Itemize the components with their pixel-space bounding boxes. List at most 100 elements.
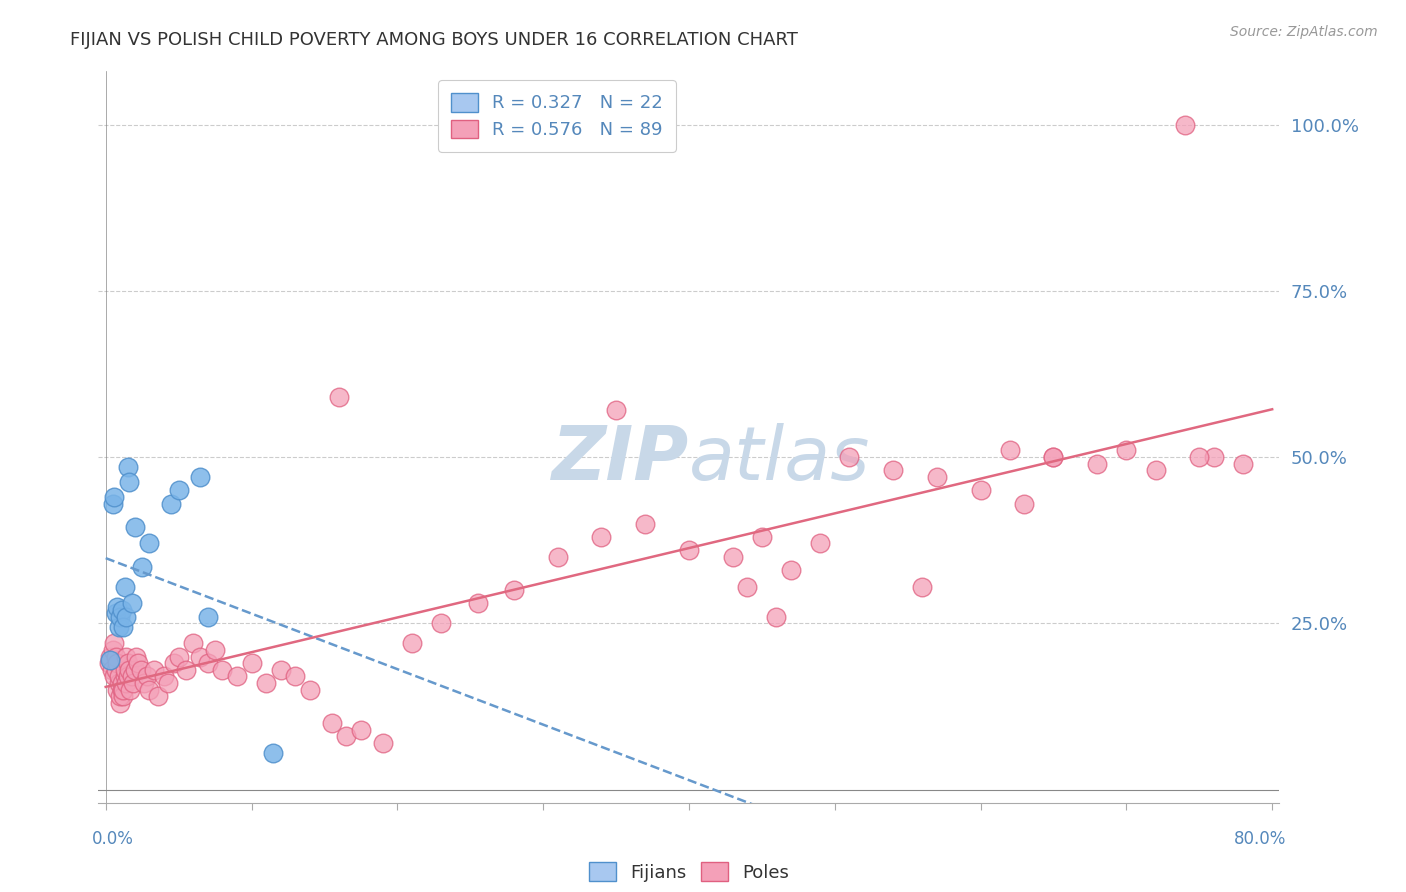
Text: ZIP: ZIP bbox=[551, 423, 689, 496]
Point bbox=[190, 470, 212, 484]
Point bbox=[110, 690, 132, 704]
Point bbox=[114, 663, 136, 677]
Point bbox=[114, 580, 136, 594]
Point bbox=[1085, 457, 1108, 471]
Point bbox=[721, 549, 744, 564]
Point bbox=[591, 530, 613, 544]
Point bbox=[101, 643, 124, 657]
Point bbox=[122, 676, 145, 690]
Point bbox=[911, 580, 934, 594]
Point bbox=[108, 619, 131, 633]
Point bbox=[335, 729, 357, 743]
Point bbox=[765, 609, 787, 624]
Point bbox=[262, 746, 284, 760]
Point bbox=[121, 596, 143, 610]
Point bbox=[111, 682, 134, 697]
Point bbox=[371, 736, 394, 750]
Point bbox=[112, 690, 135, 704]
Point bbox=[111, 603, 134, 617]
Point bbox=[1042, 450, 1064, 464]
Point bbox=[181, 636, 204, 650]
Point bbox=[118, 663, 141, 677]
Point bbox=[751, 530, 773, 544]
Point bbox=[605, 403, 627, 417]
Point bbox=[110, 609, 132, 624]
Point bbox=[998, 443, 1021, 458]
Point bbox=[547, 549, 569, 564]
Point bbox=[118, 475, 141, 490]
Point bbox=[1042, 450, 1064, 464]
Point bbox=[98, 653, 121, 667]
Point bbox=[108, 669, 131, 683]
Point bbox=[503, 582, 526, 597]
Point bbox=[401, 636, 423, 650]
Point bbox=[127, 656, 149, 670]
Point bbox=[108, 676, 131, 690]
Point bbox=[270, 663, 292, 677]
Point bbox=[735, 580, 758, 594]
Point bbox=[115, 676, 138, 690]
Point bbox=[204, 643, 226, 657]
Point bbox=[135, 669, 157, 683]
Point bbox=[197, 609, 219, 624]
Point bbox=[101, 497, 124, 511]
Point bbox=[103, 636, 125, 650]
Point bbox=[160, 497, 183, 511]
Point bbox=[105, 656, 128, 670]
Point bbox=[298, 682, 321, 697]
Point bbox=[121, 669, 143, 683]
Point bbox=[838, 450, 860, 464]
Point bbox=[1174, 118, 1197, 132]
Point bbox=[110, 696, 132, 710]
Point bbox=[115, 609, 138, 624]
Point bbox=[226, 669, 249, 683]
Point bbox=[111, 676, 134, 690]
Point bbox=[167, 483, 190, 498]
Point bbox=[678, 543, 700, 558]
Point bbox=[138, 682, 160, 697]
Point bbox=[103, 669, 125, 683]
Point bbox=[1232, 457, 1254, 471]
Point bbox=[467, 596, 489, 610]
Point bbox=[104, 663, 127, 677]
Point bbox=[142, 663, 165, 677]
Point bbox=[105, 599, 128, 614]
Text: 0.0%: 0.0% bbox=[91, 830, 134, 847]
Point bbox=[321, 716, 343, 731]
Point bbox=[1115, 443, 1137, 458]
Text: 80.0%: 80.0% bbox=[1234, 830, 1286, 847]
Point bbox=[808, 536, 831, 550]
Point bbox=[97, 656, 120, 670]
Point bbox=[125, 649, 148, 664]
Point bbox=[104, 607, 127, 621]
Text: Source: ZipAtlas.com: Source: ZipAtlas.com bbox=[1230, 25, 1378, 39]
Point bbox=[211, 663, 233, 677]
Point bbox=[117, 669, 139, 683]
Point bbox=[138, 536, 160, 550]
Point bbox=[190, 649, 212, 664]
Point bbox=[120, 682, 142, 697]
Point bbox=[240, 656, 263, 670]
Point bbox=[925, 470, 948, 484]
Point bbox=[104, 649, 127, 664]
Point bbox=[117, 460, 139, 475]
Point bbox=[132, 676, 155, 690]
Point bbox=[103, 490, 125, 504]
Point bbox=[124, 520, 146, 534]
Point bbox=[157, 676, 180, 690]
Point bbox=[284, 669, 307, 683]
Point bbox=[882, 463, 904, 477]
Point bbox=[115, 649, 138, 664]
Legend: Fijians, Poles: Fijians, Poles bbox=[582, 855, 796, 888]
Point bbox=[112, 619, 135, 633]
Point bbox=[1144, 463, 1167, 477]
Point bbox=[114, 669, 136, 683]
Point bbox=[1188, 450, 1211, 464]
Point bbox=[328, 390, 350, 404]
Text: FIJIAN VS POLISH CHILD POVERTY AMONG BOYS UNDER 16 CORRELATION CHART: FIJIAN VS POLISH CHILD POVERTY AMONG BOY… bbox=[70, 31, 799, 49]
Point bbox=[148, 690, 170, 704]
Point bbox=[105, 682, 128, 697]
Point bbox=[780, 563, 803, 577]
Point bbox=[969, 483, 991, 498]
Point bbox=[153, 669, 176, 683]
